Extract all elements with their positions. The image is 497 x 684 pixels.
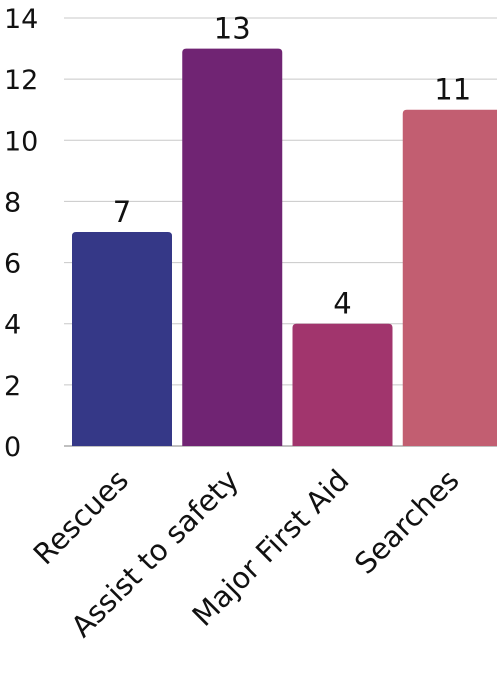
bar: [402, 109, 497, 446]
x-tick-label: Searches: [348, 463, 466, 581]
y-tick-label: 0: [4, 432, 21, 463]
bar: [292, 323, 393, 446]
bar: [182, 48, 283, 446]
y-tick-label: 2: [4, 371, 21, 402]
bars: [72, 48, 497, 446]
y-tick-label: 8: [4, 187, 21, 218]
x-tick-label: Rescues: [27, 463, 135, 571]
bar: [72, 232, 172, 446]
y-tick-label: 10: [4, 126, 38, 157]
y-tick-label: 6: [4, 249, 21, 280]
data-label: 11: [434, 73, 471, 107]
y-tick-label: 4: [4, 310, 21, 341]
y-tick-label: 12: [4, 65, 38, 96]
y-axis: 0 2 4 6 8 10 12 14: [4, 4, 38, 463]
data-label: 7: [113, 195, 131, 229]
data-labels: 7 13 4 11: [113, 12, 471, 321]
data-label: 4: [333, 287, 351, 321]
y-tick-label: 14: [4, 4, 38, 35]
data-label: 13: [214, 12, 251, 46]
